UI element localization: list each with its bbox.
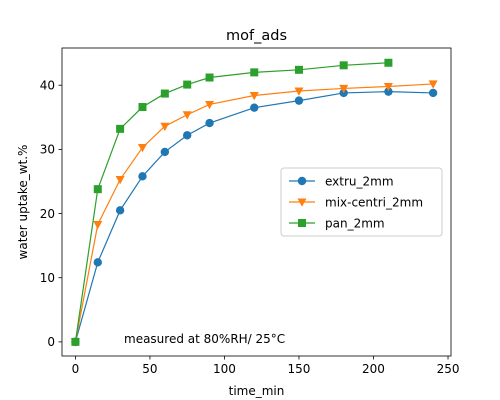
y-tick-label: 20: [40, 207, 55, 221]
data-point: [160, 147, 170, 157]
legend: extru_2mm mix-centri_2mm pan_2mm: [280, 167, 443, 237]
data-point: [205, 73, 214, 82]
legend-marker: [297, 198, 307, 207]
data-point: [160, 89, 169, 98]
x-tick-label: 250: [437, 362, 460, 376]
data-point: [116, 124, 125, 133]
chart-title: mof_ads: [226, 28, 287, 44]
data-point: [205, 100, 215, 110]
data-point: [294, 87, 304, 96]
data-point: [115, 206, 125, 215]
data-point: [294, 65, 303, 74]
data-point: [93, 258, 102, 267]
data-point: [250, 103, 259, 112]
data-point: [250, 68, 259, 77]
data-point: [115, 176, 125, 185]
series-line-0: [74, 91, 434, 343]
data-point: [294, 96, 304, 105]
data-point: [138, 172, 147, 181]
y-tick-label: 40: [40, 79, 55, 93]
x-tick-label: 0: [72, 362, 80, 376]
data-point: [339, 84, 349, 94]
x-tick-label: 200: [362, 362, 385, 376]
y-axis-label: water uptake_wt.%: [16, 145, 30, 260]
data-point: [384, 87, 393, 96]
data-point: [428, 80, 438, 89]
annotation-text: measured at 80%RH/ 25°C: [124, 332, 285, 346]
data-point: [428, 88, 438, 98]
data-point: [182, 111, 192, 120]
y-tick-label: 10: [40, 271, 55, 285]
data-point: [71, 337, 80, 346]
legend-label: mix-centri_2mm: [325, 196, 423, 210]
x-axis-label: time_min: [229, 384, 285, 398]
data-point: [384, 58, 393, 67]
data-point: [160, 122, 170, 132]
y-tick-label: 30: [40, 143, 55, 157]
data-point: [93, 185, 102, 194]
y-tick-label: 0: [47, 335, 55, 349]
data-point: [339, 61, 348, 70]
data-point: [205, 118, 214, 128]
data-point: [137, 143, 147, 153]
legend-label: pan_2mm: [325, 217, 385, 231]
series-line-1: [74, 83, 434, 342]
data-point: [93, 220, 103, 230]
x-tick-label: 100: [213, 362, 236, 376]
legend-marker: [297, 176, 307, 186]
x-tick-label: 150: [288, 362, 311, 376]
plot-area: 0 50 100 150 200 250 0 10 20 30 40: [40, 47, 460, 376]
data-point: [183, 80, 192, 89]
legend-marker: [298, 219, 306, 227]
axes-frame: [61, 47, 452, 357]
data-point: [138, 103, 147, 112]
legend-label: extru_2mm: [325, 175, 394, 189]
data-point: [249, 91, 259, 101]
x-tick-label: 50: [142, 362, 157, 376]
data-point: [182, 131, 192, 140]
legend-box: [280, 167, 443, 237]
data-point: [383, 83, 393, 92]
